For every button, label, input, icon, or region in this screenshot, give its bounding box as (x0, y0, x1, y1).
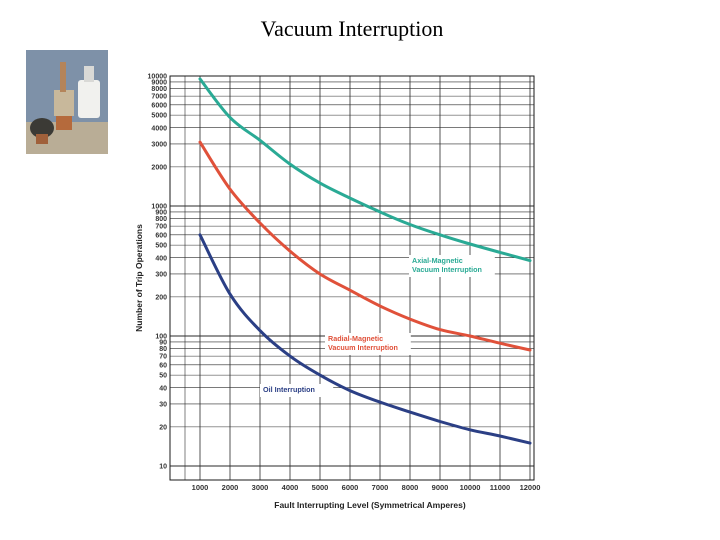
y-tick-label: 10 (159, 464, 167, 471)
plot-background (170, 76, 534, 480)
y-tick-label: 9000 (151, 80, 167, 87)
series-label-0: Axial-Magnetic (412, 256, 463, 265)
x-tick-label: 8000 (402, 483, 419, 492)
y-tick-label: 2000 (151, 164, 167, 171)
photo-dark-interrupter (30, 118, 54, 138)
x-tick-label: 11000 (490, 483, 510, 492)
y-tick-label: 700 (155, 224, 167, 231)
y-tick-label: 80 (159, 346, 167, 353)
y-tick-label: 400 (155, 255, 167, 262)
photo-copper-base (56, 116, 72, 130)
series-lines (198, 77, 532, 445)
x-tick-label: 6000 (342, 483, 359, 492)
y-tick-label: 90 (159, 340, 167, 347)
x-tick-label: 12000 (520, 483, 541, 492)
y-tick-label: 5000 (151, 113, 167, 120)
series-line-1 (198, 140, 532, 352)
x-tick-label: 7000 (372, 483, 389, 492)
y-tick-label: 7000 (151, 94, 167, 101)
y-tick-label: 300 (155, 272, 167, 279)
y-tick-label: 50 (159, 373, 167, 380)
vacuum-interrupter-photo (26, 50, 108, 154)
photo-white-cylinder-top (84, 66, 94, 82)
y-tick-label: 3000 (151, 142, 167, 149)
x-tick-label: 3000 (252, 483, 269, 492)
photo-white-cylinder (78, 80, 100, 118)
grid-x (184, 76, 531, 480)
series-label-box-2 (260, 384, 334, 397)
y-tick-label: 8000 (151, 86, 167, 93)
series-label-box-0 (409, 255, 495, 277)
x-axis-label: Fault Interrupting Level (Symmetrical Am… (274, 500, 466, 510)
x-tick-label: 5000 (312, 483, 329, 492)
y-tick-label: 6000 (151, 102, 167, 109)
x-tick-label: 1000 (192, 483, 209, 492)
y-tick-label: 30 (159, 402, 167, 409)
y-tick-label: 60 (159, 362, 167, 369)
series-label-1: Vacuum Interruption (328, 343, 398, 352)
y-tick-label: 900 (155, 210, 167, 217)
chart: 1020304050607080901002003004005006007008… (134, 74, 541, 510)
x-tick-label: 2000 (222, 483, 239, 492)
y-tick-label: 20 (159, 424, 167, 431)
y-tick-label: 70 (159, 354, 167, 361)
series-label-2: Oil Interruption (263, 385, 315, 394)
series-label-box-1 (325, 333, 411, 355)
y-tick-label: 800 (155, 216, 167, 223)
x-tick-label: 4000 (282, 483, 299, 492)
series-label-1: Radial-Magnetic (328, 334, 383, 343)
y-tick-label: 100 (155, 334, 167, 341)
photo-copper-rod (60, 62, 66, 92)
y-tick-label: 500 (155, 243, 167, 250)
slide-title: Vacuum Interruption (260, 16, 444, 41)
y-tick-label: 600 (155, 232, 167, 239)
series-line-2 (198, 233, 532, 445)
y-tick-label: 1000 (151, 204, 167, 211)
y-tick-label: 4000 (151, 125, 167, 132)
y-tick-label: 200 (155, 294, 167, 301)
x-tick-label: 9000 (432, 483, 449, 492)
photo-small-copper (36, 134, 48, 144)
y-tick-labels: 1020304050607080901002003004005006007008… (148, 74, 168, 471)
x-tick-label: 10000 (460, 483, 481, 492)
series-line-0 (198, 77, 532, 263)
y-tick-label: 10000 (148, 74, 168, 81)
series-label-0: Vacuum Interruption (412, 265, 482, 274)
plot-frame (169, 75, 535, 481)
x-tick-labels: 1000 2000 3000 4000 5000 6000 7000 8000 9000 1000… (192, 483, 541, 492)
y-tick-label: 40 (159, 385, 167, 392)
photo-interrupter-body (54, 90, 74, 116)
y-axis-label: Number of Trip Operations (134, 224, 144, 332)
